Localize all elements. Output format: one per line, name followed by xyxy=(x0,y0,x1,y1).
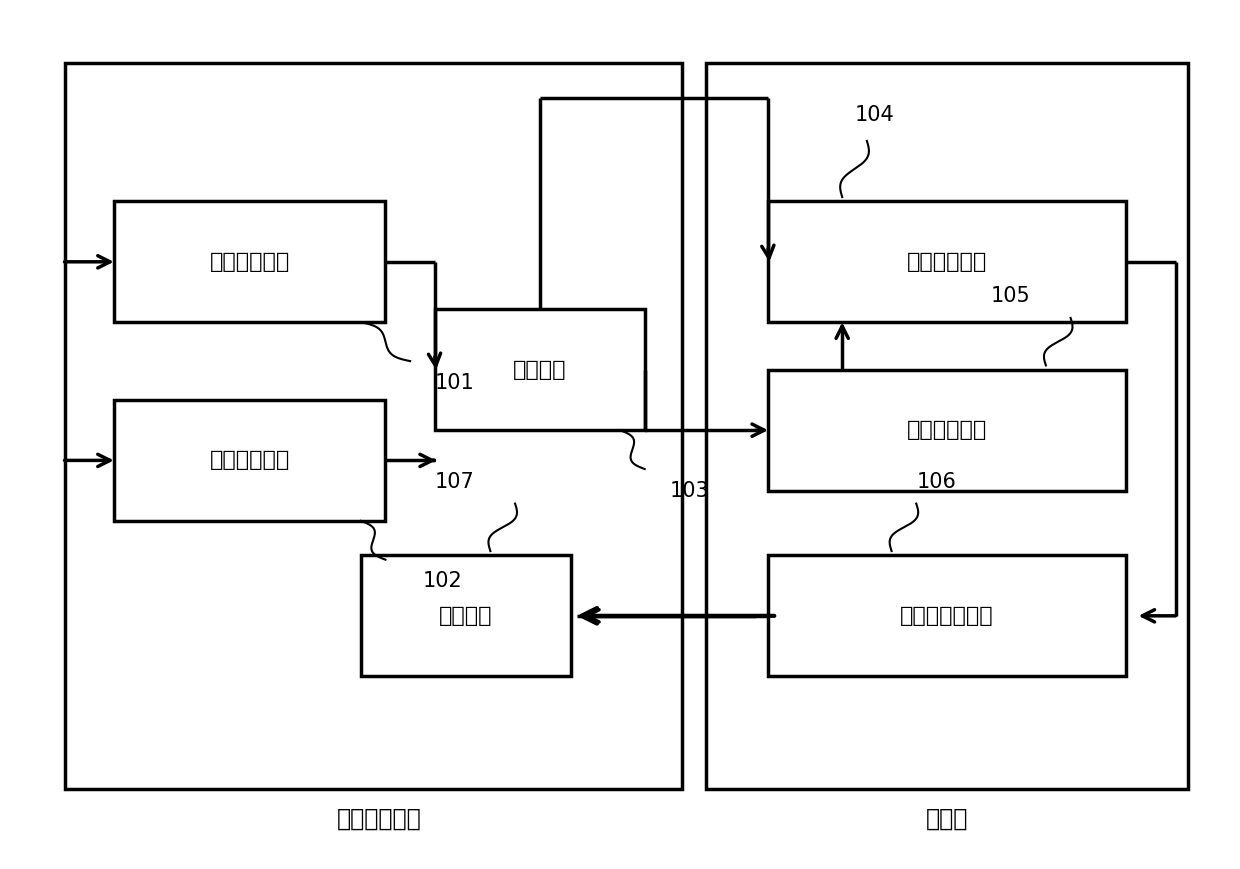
Bar xyxy=(361,555,570,676)
Text: 107: 107 xyxy=(435,472,475,492)
Text: 负载监测单元: 负载监测单元 xyxy=(210,450,290,470)
Bar xyxy=(114,400,386,521)
Bar xyxy=(707,63,1188,788)
Text: 101: 101 xyxy=(435,373,475,393)
Text: 105: 105 xyxy=(991,287,1030,307)
Text: 上传单元: 上传单元 xyxy=(513,360,567,380)
Bar xyxy=(435,309,645,430)
Text: 流量分析单元: 流量分析单元 xyxy=(906,421,987,441)
Text: 104: 104 xyxy=(854,105,894,125)
Bar xyxy=(114,202,386,322)
Text: 103: 103 xyxy=(670,481,709,501)
Text: 流量监测单元: 流量监测单元 xyxy=(210,252,290,272)
Bar xyxy=(768,202,1126,322)
Bar xyxy=(768,555,1126,676)
Text: 处理单元: 处理单元 xyxy=(439,606,492,626)
Text: 触发条件单元: 触发条件单元 xyxy=(906,252,987,272)
Text: 102: 102 xyxy=(423,571,463,591)
Bar xyxy=(768,369,1126,491)
Text: 故障源分析单元: 故障源分析单元 xyxy=(900,606,994,626)
Text: 目标网络设备: 目标网络设备 xyxy=(337,806,422,831)
Text: 106: 106 xyxy=(916,472,956,492)
Text: 服务器: 服务器 xyxy=(926,806,968,831)
Bar xyxy=(64,63,682,788)
